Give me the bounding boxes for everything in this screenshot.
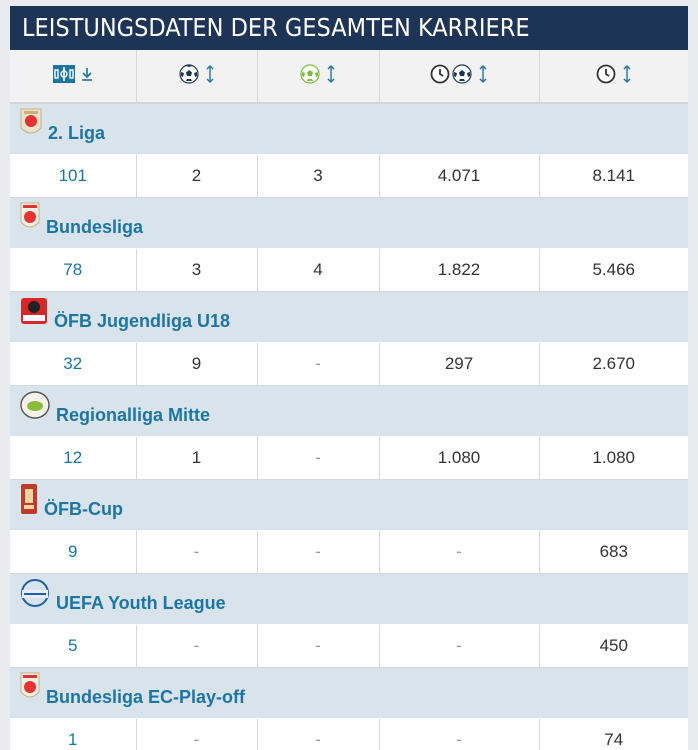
col-minutes-per-goal-header[interactable]: [379, 50, 540, 104]
col-goals-header[interactable]: [136, 50, 258, 104]
col-appearances-header[interactable]: [10, 50, 137, 104]
competition-name[interactable]: Regionalliga Mitte: [56, 404, 211, 425]
table-row: 9- - -683: [10, 530, 688, 574]
minutes-cell: 5.466: [539, 248, 688, 292]
pitch-icon: [52, 64, 75, 83]
minutes-per-goal-cell: 4.071: [379, 154, 540, 198]
goals-cell: 9: [136, 342, 258, 386]
competition-link[interactable]: ÖFB-Cup: [20, 483, 123, 528]
career-stats-table: 2. Liga 101 2 3 4.071 8.141 Bundesliga 78 3 4 1.82…: [10, 50, 688, 750]
sort-icon: [327, 64, 335, 83]
competition-name[interactable]: 2. Liga: [48, 122, 106, 143]
regionalliga-mitte-logo: [20, 390, 50, 425]
minutes-cell: 2.670: [539, 342, 688, 386]
table-row: 1- - -74: [10, 718, 688, 750]
assists-cell: -: [257, 342, 380, 386]
competition-header-row: 2. Liga: [10, 103, 688, 155]
competition-name[interactable]: UEFA Youth League: [56, 592, 226, 613]
appearances-cell[interactable]: 1: [10, 718, 137, 750]
minutes-per-goal-cell: -: [379, 624, 540, 668]
sort-icon: [206, 64, 213, 83]
appearances-cell[interactable]: 32: [10, 342, 137, 386]
minutes-cell: 74: [539, 718, 688, 750]
minutes-cell: 1.080: [539, 436, 688, 480]
career-stats-panel: LEISTUNGSDATEN DER GESAMTEN KARRIERE: [10, 6, 688, 750]
col-assists-header[interactable]: [257, 50, 380, 104]
bundesliga-logo: [20, 202, 40, 237]
minutes-per-goal-cell: -: [379, 718, 540, 750]
minutes-cell: 8.141: [539, 154, 688, 198]
competition-link[interactable]: UEFA Youth League: [20, 578, 226, 621]
appearances-cell[interactable]: 12: [10, 436, 137, 480]
assists-cell: 4: [257, 248, 380, 292]
competition-header-row: Bundesliga: [10, 197, 688, 249]
competition-header-row: UEFA Youth League: [10, 573, 688, 625]
competition-name[interactable]: ÖFB Jugendliga U18: [54, 310, 231, 331]
goals-cell: -: [136, 718, 258, 750]
goals-cell: 1: [136, 436, 258, 480]
competition-link[interactable]: ÖFB Jugendliga U18: [20, 297, 231, 339]
assists-cell: -: [257, 436, 380, 480]
uefa-youth-league-logo: [20, 578, 50, 613]
football-icon: [452, 63, 472, 84]
oefb-cup-logo: [20, 483, 38, 520]
competition-link[interactable]: Bundesliga: [20, 202, 144, 245]
sort-icon: [479, 64, 487, 83]
competition-header-row: ÖFB-Cup: [10, 479, 688, 531]
bundesliga-playoff-logo: [20, 672, 40, 707]
competition-name[interactable]: Bundesliga: [46, 216, 144, 237]
assists-cell: -: [257, 718, 380, 750]
goals-cell: -: [136, 530, 258, 574]
minutes-cell: 683: [539, 530, 688, 574]
competition-header-row: ÖFB Jugendliga U18: [10, 291, 688, 343]
oefb-jugendliga-logo: [20, 296, 48, 331]
competition-name[interactable]: Bundesliga EC-Play-off: [46, 686, 246, 707]
table-row: 78 3 4 1.822 5.466: [10, 248, 688, 292]
clock-icon: [430, 64, 450, 83]
competition-name[interactable]: ÖFB-Cup: [44, 498, 123, 519]
assists-cell: 3: [257, 154, 380, 198]
goals-cell: 2: [136, 154, 258, 198]
appearances-cell[interactable]: 9: [10, 530, 137, 574]
table-row: 5- - -450: [10, 624, 688, 668]
table-row: 12 1-1.080 1.080: [10, 436, 688, 480]
appearances-cell[interactable]: 101: [10, 154, 137, 198]
table-row: 101 2 3 4.071 8.141: [10, 154, 688, 198]
minutes-per-goal-cell: 1.080: [379, 436, 540, 480]
sort-icon: [623, 64, 631, 83]
assists-cell: -: [257, 530, 380, 574]
assists-cell: -: [257, 624, 380, 668]
clock-icon: [596, 64, 616, 83]
table-header-row: [10, 50, 688, 104]
minutes-cell: 450: [539, 624, 688, 668]
minutes-per-goal-cell: -: [379, 530, 540, 574]
competition-header-row: Bundesliga EC-Play-off: [10, 667, 688, 719]
competition-link[interactable]: 2. Liga: [20, 108, 106, 151]
competition-link[interactable]: Regionalliga Mitte: [20, 390, 211, 433]
goals-cell: 3: [136, 248, 258, 292]
competition-header-row: Regionalliga Mitte: [10, 385, 688, 437]
panel-title: LEISTUNGSDATEN DER GESAMTEN KARRIERE: [10, 6, 688, 50]
football-icon: [178, 63, 199, 84]
2-liga-logo: [20, 108, 42, 143]
appearances-cell[interactable]: 5: [10, 624, 137, 668]
assist-football-icon: [300, 63, 320, 84]
table-row: 32 9-297 2.670: [10, 342, 688, 386]
sort-desc-icon: [81, 67, 92, 81]
goals-cell: -: [136, 624, 258, 668]
competition-link[interactable]: Bundesliga EC-Play-off: [20, 672, 246, 715]
appearances-cell[interactable]: 78: [10, 248, 137, 292]
col-minutes-header[interactable]: [539, 50, 688, 104]
minutes-per-goal-cell: 1.822: [379, 248, 540, 292]
minutes-per-goal-cell: 297: [379, 342, 540, 386]
